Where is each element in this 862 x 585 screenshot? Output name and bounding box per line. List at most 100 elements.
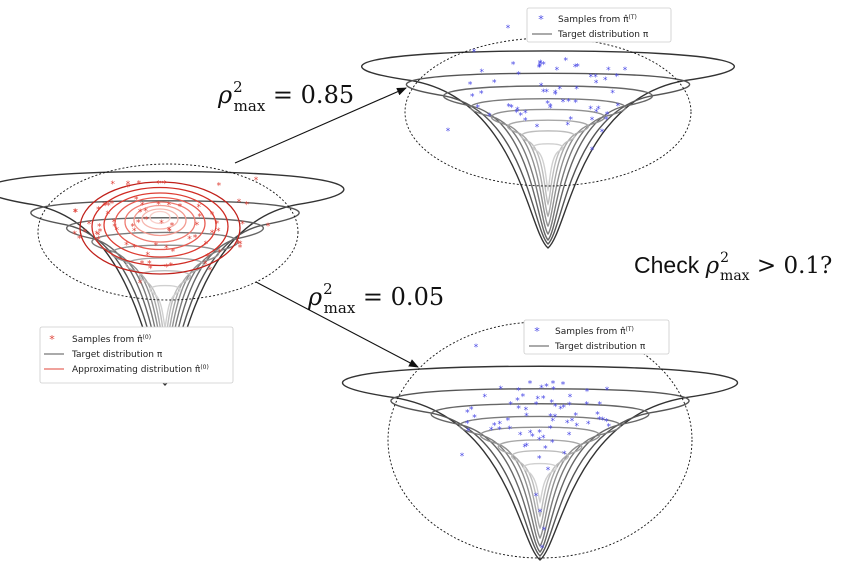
rho-label-lower: ρ2 max = 0.05	[307, 280, 444, 317]
sample-point: *	[516, 71, 521, 81]
target-contour	[66, 217, 264, 379]
sample-point: *	[573, 99, 578, 109]
sample-point: *	[565, 419, 570, 429]
target-distribution-contours-initial	[0, 170, 345, 386]
sample-point: *	[590, 116, 595, 126]
sample-point: *	[535, 123, 540, 133]
sample-point: *	[538, 60, 543, 70]
legend-initial: * Samples from π̂(0) Target distribution…	[39, 326, 234, 384]
legend-lower: * Samples from π̂(T) Target distribution…	[523, 319, 670, 355]
sample-point: *	[193, 234, 198, 244]
sample-point: *	[562, 450, 567, 460]
sample-point: *	[542, 526, 547, 536]
legend-marker-samples: *	[49, 333, 55, 346]
sample-point: *	[147, 260, 152, 270]
sample-point: *	[574, 422, 579, 432]
sample-point: *	[515, 397, 520, 407]
sample-point: *	[511, 61, 516, 71]
sample-point: *	[72, 230, 77, 240]
sample-point: *	[110, 200, 115, 210]
sample-point: *	[541, 88, 546, 98]
sample-point: *	[553, 413, 558, 423]
sample-point: *	[535, 395, 540, 405]
sample-point: *	[590, 146, 595, 156]
sample-point: *	[159, 219, 164, 229]
sample-point: *	[460, 452, 465, 462]
approx-contour	[133, 204, 187, 237]
sample-point: *	[506, 24, 511, 34]
sample-point: *	[157, 180, 162, 190]
sample-point: *	[266, 222, 271, 232]
sample-point: *	[551, 386, 556, 396]
sample-point: *	[102, 201, 107, 211]
sample-point: *	[110, 180, 115, 190]
sample-point: *	[138, 279, 143, 289]
sample-point: *	[465, 420, 470, 430]
sample-point: *	[143, 207, 148, 217]
sample-point: *	[131, 222, 136, 232]
lower-panel: ****************************************…	[341, 319, 739, 561]
target-distribution-contours-upper	[361, 50, 735, 249]
sample-point: *	[537, 428, 542, 438]
sample-point: *	[553, 89, 558, 99]
sample-point: *	[132, 227, 137, 237]
sample-point: *	[126, 183, 131, 193]
samples-lower: ****************************************…	[460, 343, 612, 554]
sample-point: *	[584, 401, 589, 411]
legend-target-label-lower: Target distribution π	[554, 342, 646, 352]
sample-point: *	[623, 66, 628, 76]
sample-point: *	[595, 410, 600, 420]
target-contour	[479, 426, 601, 540]
sample-point: *	[216, 227, 221, 237]
sample-point: *	[254, 176, 259, 186]
sample-point: *	[197, 212, 202, 222]
sample-point: *	[540, 544, 545, 554]
sample-point: *	[523, 116, 528, 126]
sample-point: *	[472, 414, 477, 424]
target-contour	[110, 244, 220, 365]
samples-upper: ****************************************…	[446, 24, 628, 156]
sample-point: *	[561, 98, 566, 108]
legend-marker-samples-lower: *	[534, 325, 540, 338]
sample-point: *	[545, 100, 550, 110]
sample-point: *	[203, 260, 208, 270]
sample-point: *	[479, 68, 484, 78]
legend-samples-label: Samples from π̂(0)	[72, 334, 151, 346]
rho-label-upper: ρ2 max = 0.85	[217, 78, 354, 115]
sample-region-ellipse-upper	[404, 37, 692, 187]
sample-point: *	[544, 383, 549, 393]
target-contour	[149, 284, 181, 330]
sample-point: *	[104, 202, 109, 212]
sample-point: *	[528, 379, 533, 389]
sample-point: *	[585, 387, 590, 397]
legend-approx-label: Approximating distribution π̂(0)	[72, 364, 209, 376]
sample-point: *	[519, 111, 524, 121]
sample-point: *	[205, 253, 210, 263]
sample-point: *	[530, 433, 535, 443]
sample-point: *	[73, 208, 78, 218]
sample-point: *	[98, 228, 103, 238]
sample-point: *	[524, 406, 529, 416]
upper-panel: ****************************************…	[361, 7, 735, 249]
approx-contour	[149, 210, 171, 225]
sample-point: *	[94, 230, 99, 240]
sample-point: *	[573, 63, 578, 73]
sample-point: *	[236, 239, 241, 249]
sample-point: *	[96, 235, 101, 245]
approx-contour	[114, 196, 206, 251]
target-contour	[490, 108, 606, 228]
sample-point: *	[245, 200, 250, 210]
sample-point: *	[565, 121, 570, 131]
sample-point: *	[140, 259, 145, 269]
sample-point: *	[548, 424, 553, 434]
target-contour	[522, 462, 558, 505]
sample-point: *	[106, 210, 111, 220]
sample-point: *	[470, 92, 475, 102]
approx-contour	[141, 208, 179, 230]
sample-point: *	[164, 263, 169, 273]
sample-point: *	[167, 228, 172, 238]
sample-point: *	[169, 261, 174, 271]
sample-point: *	[187, 235, 192, 245]
legend-target-label-upper: Target distribution π	[557, 30, 649, 40]
sample-point: *	[597, 416, 602, 426]
